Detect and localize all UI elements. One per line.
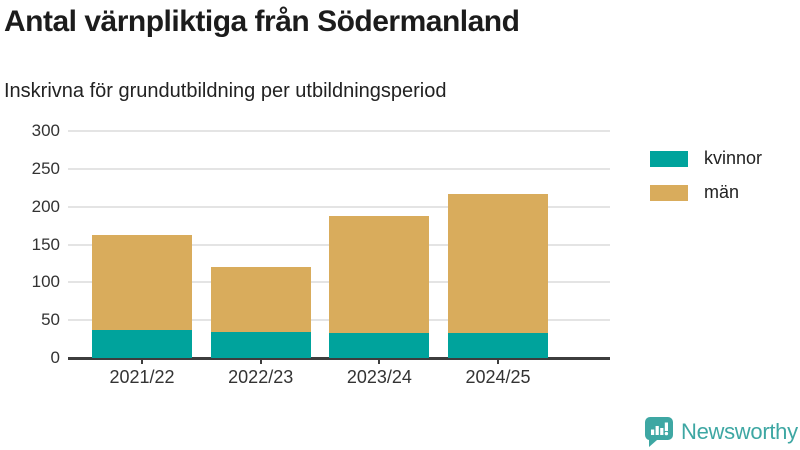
y-tick-label: 250 bbox=[31, 158, 60, 178]
gridline bbox=[68, 167, 610, 170]
legend-label: kvinnor bbox=[704, 148, 763, 168]
legend-swatch-icon bbox=[650, 150, 688, 167]
x-axis-line bbox=[68, 357, 610, 360]
x-tick bbox=[259, 358, 262, 364]
x-tick bbox=[497, 358, 500, 364]
y-tick-label: 300 bbox=[31, 121, 60, 140]
bar-segment-kvinnor bbox=[92, 330, 193, 358]
newsworthy-logo-icon bbox=[644, 417, 673, 447]
bar-segment-kvinnor bbox=[448, 333, 549, 358]
legend-item-män: män bbox=[650, 182, 762, 203]
gridline bbox=[68, 130, 610, 132]
y-tick-label: 50 bbox=[41, 310, 60, 330]
bar-segment-kvinnor bbox=[329, 333, 430, 358]
x-tick-label: 2022/23 bbox=[228, 367, 294, 387]
legend-swatch-icon bbox=[650, 184, 688, 201]
chart-title: Antal värnpliktiga från Södermanland bbox=[4, 5, 520, 38]
y-tick-label: 200 bbox=[31, 196, 60, 216]
legend-item-kvinnor: kvinnor bbox=[650, 148, 762, 169]
brand-footer: Newsworthy bbox=[643, 416, 798, 447]
bar-segment-män bbox=[210, 267, 311, 332]
x-tick bbox=[141, 358, 144, 364]
y-tick-label: 0 bbox=[50, 348, 60, 367]
gridline bbox=[68, 205, 610, 208]
chart-subtitle: Inskrivna för grundutbildning per utbild… bbox=[4, 80, 447, 102]
x-tick-label: 2024/25 bbox=[465, 367, 531, 387]
x-tick-label: 2023/24 bbox=[346, 367, 412, 387]
brand-name: Newsworthy bbox=[681, 418, 798, 444]
bar-segment-män bbox=[329, 215, 430, 334]
bar-segment-män bbox=[448, 193, 549, 334]
y-tick-label: 150 bbox=[31, 234, 60, 254]
x-tick-label: 2021/22 bbox=[109, 367, 175, 387]
legend: kvinnor män bbox=[650, 148, 762, 216]
x-tick bbox=[378, 358, 381, 364]
bar-segment-kvinnor bbox=[210, 331, 311, 358]
y-tick-label: 100 bbox=[31, 272, 60, 292]
bar-segment-män bbox=[92, 234, 193, 330]
legend-label: män bbox=[704, 182, 740, 202]
